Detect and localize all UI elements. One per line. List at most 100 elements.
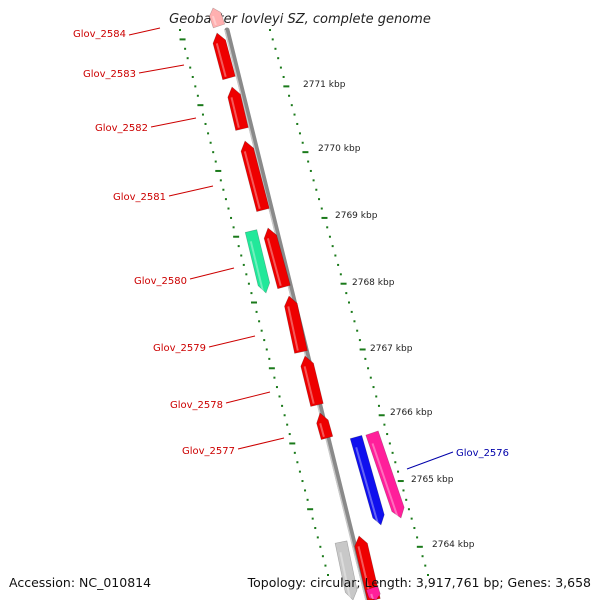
gene-label-glov-2581[interactable]: Glov_2581 [113,192,166,203]
feature-gray[interactable] [334,540,358,600]
gene-label-glov-2576[interactable]: Glov_2576 [456,448,509,459]
leader-glov-2583[interactable] [138,64,185,74]
right-track-major-tick [321,216,328,219]
left-track-minor-tick [207,132,210,135]
gene-glov-2580[interactable] [263,227,291,290]
right-track-minor-tick [394,461,397,464]
feature-bottom-red[interactable] [354,535,381,600]
feature-blue[interactable] [349,435,385,526]
leader-glov-2584[interactable] [128,27,161,36]
left-track-major-tick [307,508,314,511]
leader-glov-2582[interactable] [150,117,197,128]
right-track-minor-tick [312,179,315,182]
right-track-minor-tick [427,574,429,576]
left-track-major-tick [233,235,240,238]
right-track-minor-tick [377,404,380,407]
left-track-minor-tick [250,292,253,295]
scale-label-2770: 2770 kbp [318,144,361,154]
scale-label-2769: 2769 kbp [335,211,378,221]
left-track-major-tick [268,367,275,370]
left-track-minor-tick [304,489,307,492]
feature-blue-shine [355,447,379,525]
gene-label-glov-2583[interactable]: Glov_2583 [83,69,136,80]
gene-glov-2576[interactable] [365,430,405,519]
right-track-minor-tick [356,329,359,332]
right-track-minor-tick [293,113,296,116]
left-track-minor-tick [201,113,204,116]
gene-glov-2581-shine [243,151,261,210]
topology-text: Topology: circular; Length: 3,917,761 bp… [247,575,591,590]
leader-glov-2580[interactable] [189,267,235,280]
feature-green-shine [249,241,264,292]
gene-glov-2583[interactable] [212,32,236,81]
gene-glov-2581[interactable] [240,140,270,212]
right-track-minor-tick [277,57,280,60]
right-track-minor-tick [402,489,405,492]
left-track-minor-tick [316,536,319,539]
gene-label-glov-2579[interactable]: Glov_2579 [153,343,206,354]
gene-label-glov-2582[interactable]: Glov_2582 [95,123,148,134]
left-track-minor-tick [288,433,291,436]
accession-text: Accession: NC_010814 [9,575,151,590]
leader-glov-2578[interactable] [225,391,271,404]
right-track-minor-tick [271,38,274,41]
scale-track [179,29,429,576]
left-track-minor-tick [247,282,250,285]
gene-labels: Glov_2584 Glov_2583 Glov_2582 Glov_2581 … [73,29,509,459]
right-track-minor-tick [328,235,331,238]
left-track-minor-tick [189,66,192,69]
left-track-minor-tick [268,357,271,360]
gene-label-glov-2584[interactable]: Glov_2584 [73,29,126,40]
right-track-minor-tick [364,357,367,360]
left-track-minor-tick [258,320,261,323]
feature-bottom-pink[interactable] [365,585,381,600]
right-track-major-tick [359,348,366,351]
gene-glov-2582-shine [230,97,240,128]
left-track-minor-tick [179,29,181,31]
right-track-minor-tick [350,310,353,313]
right-track-minor-tick [410,517,413,520]
left-track-major-tick [215,169,222,172]
leader-glov-2579[interactable] [208,335,256,348]
gene-glov-2584[interactable] [209,7,226,29]
right-track-major-tick [302,151,309,154]
gene-glov-2582[interactable] [227,86,249,131]
scale-label-2766: 2766 kbp [390,408,433,418]
gene-glov-2580-shine [266,238,282,287]
left-track-minor-tick [278,395,281,398]
right-track-minor-tick [367,367,370,370]
gene-glov-2583-shine [215,43,227,78]
left-track-minor-tick [265,348,268,351]
scale-label-2764: 2764 kbp [432,540,475,550]
feature-gray-shine [339,552,351,599]
right-track-minor-tick [383,423,386,426]
left-track-minor-tick [237,245,240,248]
left-track-minor-tick [286,423,289,426]
gene-glov-2578[interactable] [300,355,324,407]
gene-glov-2579[interactable] [284,295,308,354]
gene-label-glov-2577[interactable]: Glov_2577 [182,446,235,457]
feature-green[interactable] [244,229,271,294]
left-track-minor-tick [232,226,235,229]
right-track-minor-tick [413,527,416,530]
left-track-major-tick [289,442,296,445]
leader-glov-2581[interactable] [168,185,214,197]
left-track-minor-tick [327,574,329,576]
right-track-minor-tick [421,555,424,558]
right-track-minor-tick [288,94,291,97]
left-track-minor-tick [298,470,301,473]
leader-glov-2576[interactable] [406,451,454,470]
left-track-minor-tick [212,151,215,154]
left-track-minor-tick [186,57,189,60]
leader-glov-2577[interactable] [237,437,285,450]
gene-label-glov-2580[interactable]: Glov_2580 [134,276,187,287]
right-track-major-tick [416,545,423,548]
label-leaders [128,27,454,470]
left-track-minor-tick [281,404,284,407]
gene-label-glov-2578[interactable]: Glov_2578 [170,400,223,411]
gene-glov-2577[interactable] [316,412,334,440]
right-track-minor-tick [320,207,323,210]
right-track-minor-tick [298,132,301,135]
left-track-minor-tick [319,545,322,548]
